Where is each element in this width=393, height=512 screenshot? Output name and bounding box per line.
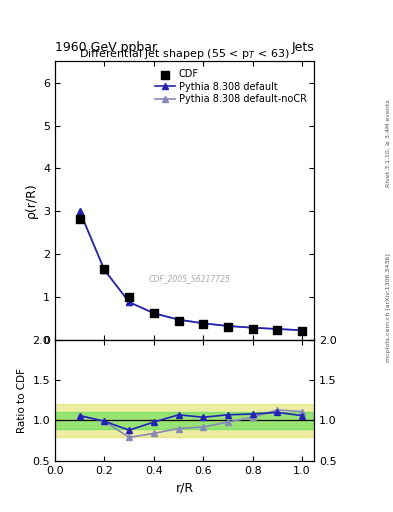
Pythia 8.308 default [300,327,305,333]
Title: Differential jet shapep (55 < p$_T$ < 63): Differential jet shapep (55 < p$_T$ < 63… [79,47,290,61]
Pythia 8.308 default [226,323,230,329]
Text: Rivet 3.1.10, ≥ 3.4M events: Rivet 3.1.10, ≥ 3.4M events [386,99,391,187]
CDF [250,325,256,333]
Y-axis label: Ratio to CDF: Ratio to CDF [17,368,27,433]
Bar [55,412,314,429]
Y-axis label: ρ(r/R): ρ(r/R) [24,183,37,219]
CDF [126,293,132,301]
CDF [274,326,281,334]
Pythia 8.308 default-noCR [77,208,82,215]
Pythia 8.308 default [102,267,107,273]
Text: mcplots.cern.ch [arXiv:1306.3436]: mcplots.cern.ch [arXiv:1306.3436] [386,253,391,361]
CDF [101,265,108,273]
Text: Jets: Jets [292,41,314,54]
Line: Pythia 8.308 default-noCR: Pythia 8.308 default-noCR [76,208,305,334]
CDF [299,327,305,335]
Pythia 8.308 default [77,208,82,215]
Pythia 8.308 default-noCR [102,267,107,273]
Bar [55,404,314,437]
Pythia 8.308 default-noCR [176,316,181,323]
Pythia 8.308 default [176,316,181,323]
Pythia 8.308 default-noCR [226,323,230,329]
Pythia 8.308 default [127,299,132,305]
Text: CDF_2005_S6217725: CDF_2005_S6217725 [149,274,231,283]
CDF [175,317,182,325]
Text: 1960 GeV ppbar: 1960 GeV ppbar [55,41,157,54]
CDF [151,309,157,317]
Pythia 8.308 default-noCR [201,320,206,326]
Legend: CDF, Pythia 8.308 default, Pythia 8.308 default-noCR: CDF, Pythia 8.308 default, Pythia 8.308 … [152,66,310,107]
Pythia 8.308 default-noCR [250,325,255,331]
Pythia 8.308 default-noCR [151,310,156,316]
Pythia 8.308 default [151,310,156,316]
CDF [200,320,206,328]
X-axis label: r/R: r/R [176,481,194,494]
Pythia 8.308 default-noCR [275,326,280,332]
Pythia 8.308 default-noCR [300,327,305,333]
CDF [225,323,231,331]
Pythia 8.308 default [275,326,280,332]
CDF [77,215,83,223]
Pythia 8.308 default-noCR [127,299,132,305]
Pythia 8.308 default [201,320,206,326]
Pythia 8.308 default [250,325,255,331]
Line: Pythia 8.308 default: Pythia 8.308 default [76,208,305,334]
